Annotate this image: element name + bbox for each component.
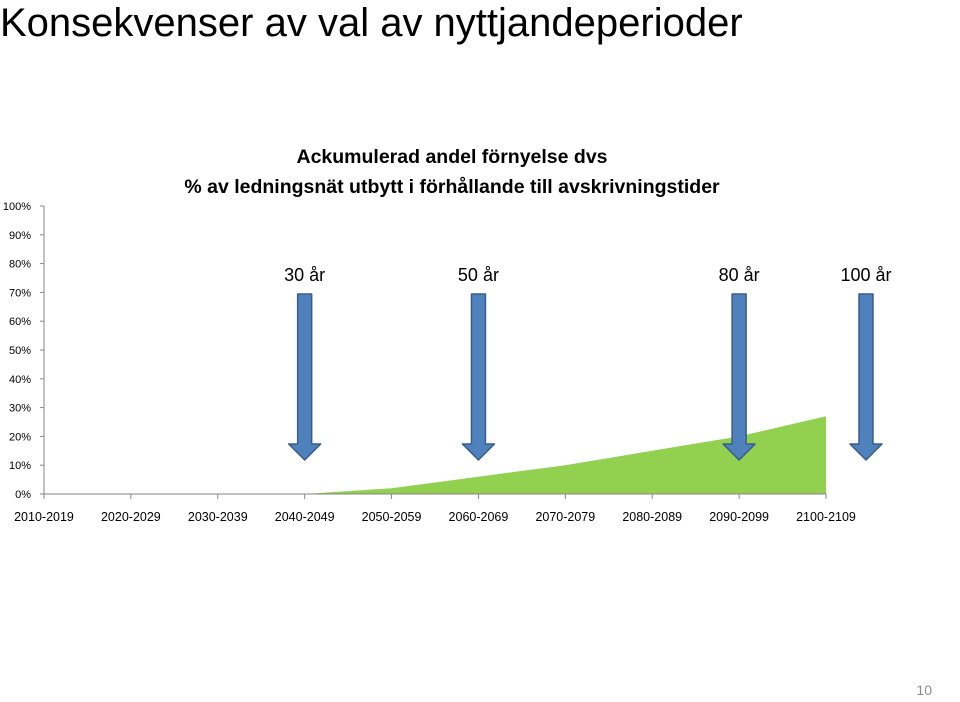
chart-title-line-1: Ackumulerad andel förnyelse dvs	[296, 146, 607, 168]
x-tick-label: 2050-2059	[362, 510, 422, 524]
arrow-annotation	[461, 293, 496, 461]
slide-title: Konsekvenser av val av nyttjandeperioder	[0, 1, 743, 45]
y-tick-label: 10%	[9, 460, 31, 472]
area-series	[304, 416, 827, 494]
x-tick-label: 2010-2019	[14, 510, 74, 524]
y-tick-label: 50%	[9, 345, 31, 357]
x-tick-label: 2090-2099	[709, 510, 769, 524]
chart-title-line-2: % av ledningsnät utbytt i förhållande ti…	[184, 175, 720, 198]
x-tick-label: 2100-2109	[796, 510, 856, 524]
x-tick-label: 2040-2049	[275, 510, 335, 524]
arrow-annotation-label: 50 år	[458, 265, 499, 285]
y-tick-label: 40%	[9, 374, 31, 386]
arrow-annotation-label: 80 år	[719, 265, 760, 285]
x-tick-label: 2080-2089	[622, 510, 682, 524]
arrow-annotation-label: 100 år	[840, 265, 891, 285]
y-tick-label: 100%	[3, 201, 31, 213]
y-tick-label: 70%	[9, 287, 31, 299]
y-tick-label: 90%	[9, 230, 31, 242]
arrow-annotation-label: 30 år	[284, 265, 325, 285]
y-tick-label: 60%	[9, 316, 31, 328]
y-tick-label: 20%	[9, 431, 31, 443]
x-tick-label: 2020-2029	[101, 510, 161, 524]
y-tick-label: 30%	[9, 403, 31, 415]
arrow-annotation	[722, 293, 756, 461]
x-tick-label: 2060-2069	[449, 510, 509, 524]
arrow-annotation	[849, 293, 883, 461]
x-tick-label: 2070-2079	[535, 510, 595, 524]
arrow-annotation	[287, 293, 322, 461]
page-number: 10	[916, 682, 932, 698]
y-tick-label: 80%	[9, 259, 31, 271]
chart-marks: 0% 10% 20% 30% 40% 50% 60% 70% 80% 90% 100% 2010-20…	[3, 201, 892, 524]
y-tick-label: 0%	[15, 489, 31, 501]
x-tick-label: 2030-2039	[188, 510, 248, 524]
